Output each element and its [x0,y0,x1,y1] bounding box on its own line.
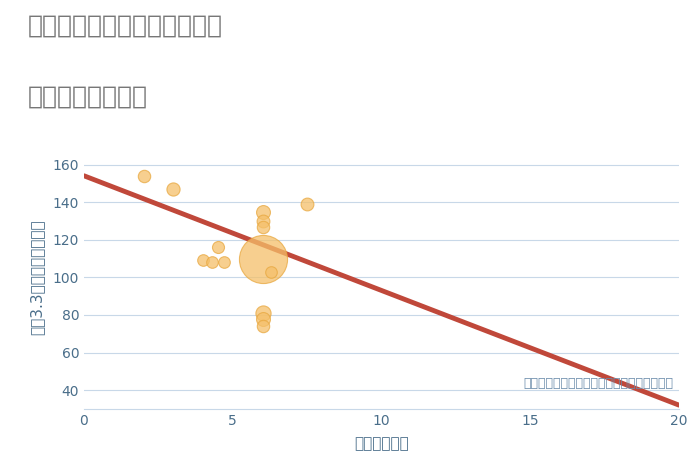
Point [257,223,268,230]
Point [168,185,179,193]
Point [197,257,209,264]
Point [257,208,268,215]
Text: 円の大きさは、取引のあった物件面積を示す: 円の大きさは、取引のあった物件面積を示す [523,377,673,391]
Point [138,172,149,180]
Text: 駅距離別土地価格: 駅距離別土地価格 [28,85,148,109]
Point [257,255,268,262]
Point [257,315,268,322]
Point [257,217,268,225]
X-axis label: 駅距離（分）: 駅距離（分） [354,436,409,451]
Point [206,258,218,266]
Point [302,200,313,208]
Text: 兵庫県西宮市甲子園浦風町の: 兵庫県西宮市甲子園浦風町の [28,14,223,38]
Point [212,243,223,251]
Point [266,268,277,275]
Point [218,258,230,266]
Y-axis label: 坪（3.3㎡）単価（万円）: 坪（3.3㎡）単価（万円） [29,219,44,335]
Point [257,322,268,330]
Point [257,309,268,317]
